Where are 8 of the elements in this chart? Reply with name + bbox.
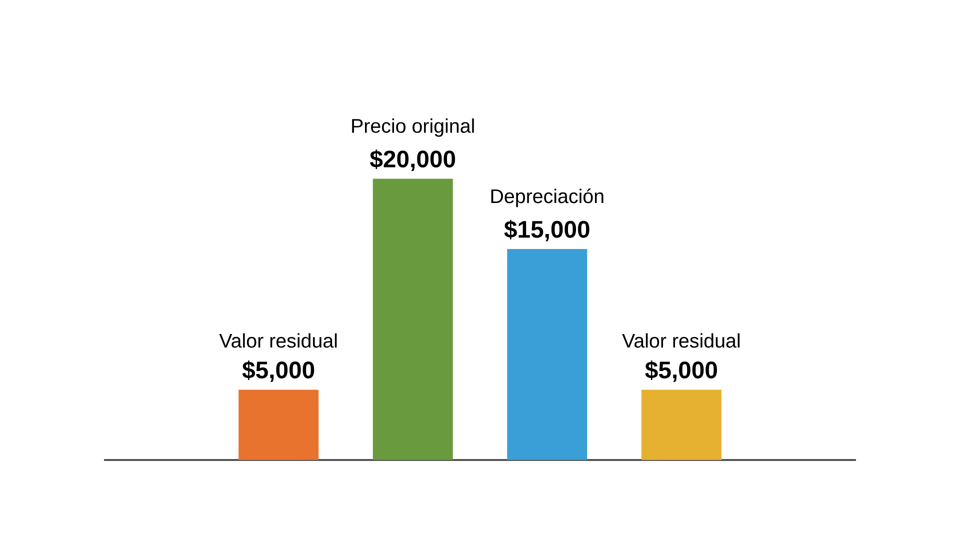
data-label: $5,000	[645, 360, 717, 382]
data-label: $5,000	[242, 360, 314, 382]
x-tick-label: Valor residual	[219, 333, 337, 348]
x-tick-label: Precio original	[352, 118, 474, 137]
x-tick-label: Depreciación	[491, 188, 604, 208]
data-label: $20,000	[370, 150, 456, 171]
x-tick-label: Valor residual	[622, 333, 740, 348]
data-label: $15,000	[504, 220, 590, 242]
